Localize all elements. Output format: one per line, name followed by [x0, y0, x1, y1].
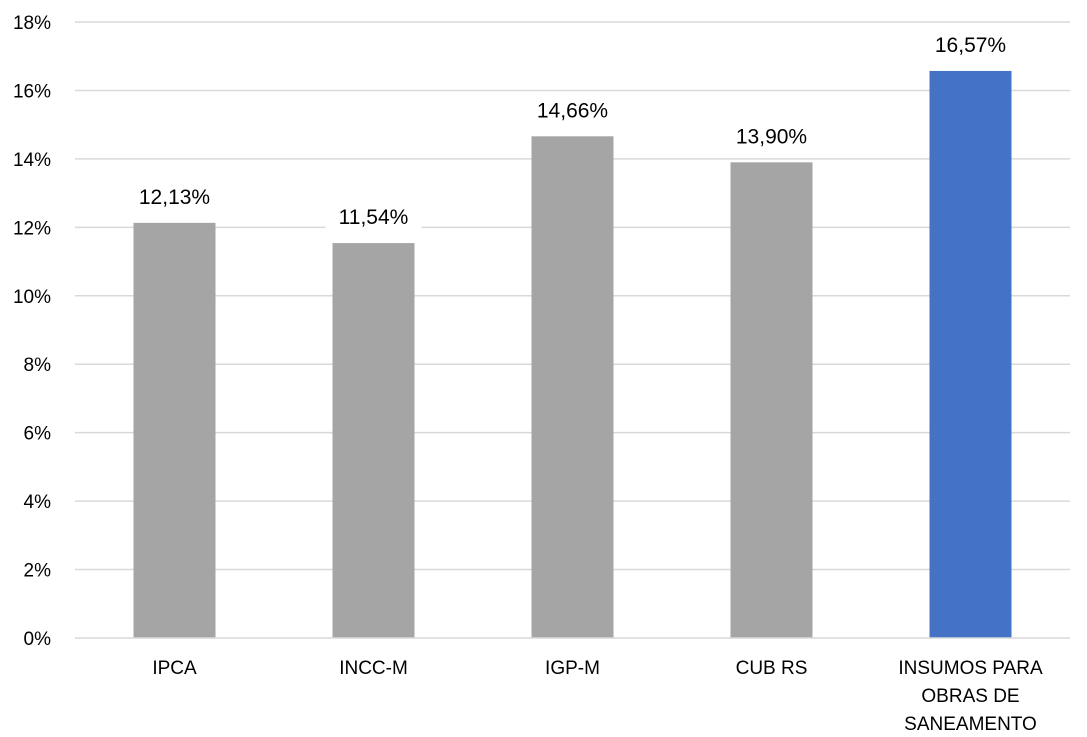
y-tick-label: 16% [13, 81, 51, 102]
data-labels: 12,13% 11,54% 14,66% 13,90% 16,57% [126, 29, 1019, 233]
bar [531, 136, 614, 638]
y-tick-label: 6% [24, 424, 52, 445]
x-tick-label-line: OBRAS DE [921, 686, 1019, 707]
x-tick-label-line: INCC-M [339, 658, 408, 679]
x-axis-category-labels: IPCA INCC-M IGP-M CUB RS INSUMOS PARA OBRAS D… [152, 658, 1043, 735]
x-tick-label: IPCA [152, 658, 197, 679]
x-tick-label: INCC-M [339, 658, 408, 679]
x-tick-label-line: SANEAMENTO [904, 714, 1037, 735]
x-tick-label: INSUMOS PARA OBRAS DE SANEAMENTO [898, 658, 1043, 735]
bars [133, 70, 1012, 639]
x-tick-label: CUB RS [736, 658, 808, 679]
y-tick-label: 18% [13, 13, 51, 34]
x-tick-label-line: IGP-M [545, 658, 600, 679]
data-label: 11,54% [339, 206, 409, 229]
y-tick-label: 4% [24, 492, 52, 513]
data-label: 16,57% [935, 34, 1006, 57]
data-label: 14,66% [537, 99, 608, 122]
data-label: 13,90% [736, 125, 807, 148]
y-tick-label: 12% [13, 218, 51, 239]
y-axis-tick-labels: 0% 2% 4% 6% 8% 10% 12% 14% 16% 18% [13, 13, 51, 650]
x-tick-label-line: INSUMOS PARA [898, 658, 1043, 679]
y-tick-label: 14% [13, 150, 51, 171]
x-tick-label-line: IPCA [152, 658, 197, 679]
data-label: 12,13% [139, 186, 210, 209]
data-label-background [325, 202, 422, 233]
y-tick-label: 2% [24, 561, 52, 582]
bar [133, 222, 216, 638]
bar [730, 162, 813, 639]
data-label-background [922, 29, 1019, 60]
y-tick-label: 0% [24, 629, 52, 650]
x-tick-label-line: CUB RS [736, 658, 808, 679]
x-tick-label: IGP-M [545, 658, 600, 679]
data-label-background [723, 121, 820, 152]
bar [332, 243, 415, 638]
y-tick-label: 10% [13, 287, 51, 308]
data-label-background [126, 181, 223, 212]
bar [929, 70, 1012, 639]
data-label-background [524, 95, 621, 126]
y-tick-label: 8% [24, 355, 52, 376]
